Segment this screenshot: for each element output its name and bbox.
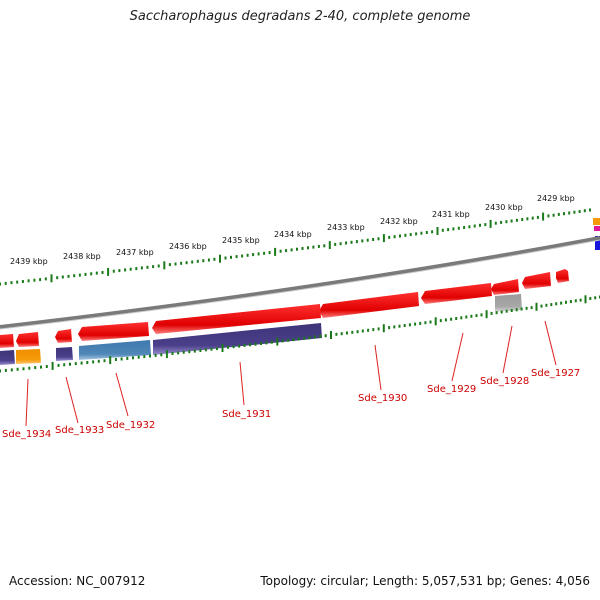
leader-line — [65, 376, 79, 424]
cds-bar-track — [0, 294, 522, 365]
leader-line — [239, 361, 245, 406]
kbp-label: 2435 kbp — [222, 236, 260, 245]
cds-bar[interactable] — [153, 323, 322, 355]
gene-label-group: Sde_1927 Sde_1928 Sde_1929 Sde_1930 Sde_… — [2, 320, 580, 440]
gene-arrow[interactable] — [0, 334, 14, 348]
genome-backbone-highlight — [0, 239, 600, 330]
kbp-label: 2431 kbp — [432, 210, 470, 219]
gene-label: Sde_1927 — [531, 368, 580, 379]
topology-text: Topology: circular; Length: 5,057,531 bp… — [260, 574, 590, 588]
leader-line — [374, 344, 382, 391]
gene-arrow[interactable] — [78, 322, 149, 341]
gene-label: Sde_1932 — [106, 420, 155, 431]
kbp-label: 2434 kbp — [274, 230, 312, 239]
inner-tick-ring — [0, 295, 600, 373]
gene-label: Sde_1934 — [2, 429, 51, 440]
gene-arrow-track — [0, 269, 569, 348]
cds-bar[interactable] — [16, 349, 41, 364]
cds-bar[interactable] — [79, 340, 151, 360]
gene-arrow[interactable] — [55, 329, 72, 343]
map-title: Saccharophagus degradans 2-40, complete … — [129, 9, 471, 24]
cds-bar[interactable] — [495, 294, 522, 312]
gene-label: Sde_1931 — [222, 409, 271, 420]
kbp-label: 2438 kbp — [63, 252, 101, 261]
gene-label: Sde_1930 — [358, 393, 407, 404]
gene-arrow[interactable] — [556, 269, 569, 283]
kbp-label: 2433 kbp — [327, 223, 365, 232]
gene-label: Sde_1933 — [55, 425, 104, 436]
genome-backbone — [0, 236, 600, 329]
gene-arrow[interactable] — [421, 283, 492, 304]
leader-line — [115, 372, 129, 417]
cds-bar[interactable] — [0, 350, 15, 365]
leader-line — [451, 332, 464, 382]
outer-tick-ring — [0, 208, 591, 286]
kbp-label: 2436 kbp — [169, 242, 207, 251]
feature-orange-partial — [593, 218, 600, 225]
kbp-label: 2439 kbp — [10, 257, 48, 266]
leader-line — [25, 378, 29, 427]
kbp-label: 2429 kbp — [537, 194, 575, 203]
kbp-label: 2432 kbp — [380, 217, 418, 226]
feature-pink-partial — [594, 226, 600, 231]
kbp-label: 2430 kbp — [485, 203, 523, 212]
gene-arrow[interactable] — [16, 332, 39, 347]
gene-label: Sde_1928 — [480, 376, 529, 387]
gene-arrow[interactable] — [522, 272, 551, 289]
leader-line — [544, 320, 557, 366]
leader-line — [502, 325, 513, 374]
kbp-label-group: 2429 kbp 2430 kbp 2431 kbp 2432 kbp 2433… — [10, 194, 575, 266]
gene-arrow[interactable] — [319, 292, 419, 318]
gene-label: Sde_1929 — [427, 384, 476, 395]
cds-bar[interactable] — [56, 347, 73, 361]
kbp-label: 2437 kbp — [116, 248, 154, 257]
gene-arrow[interactable] — [152, 304, 321, 334]
accession-text: Accession: NC_007912 — [9, 574, 146, 588]
gene-arrow[interactable] — [491, 279, 519, 295]
feature-blue-partial — [595, 236, 600, 250]
